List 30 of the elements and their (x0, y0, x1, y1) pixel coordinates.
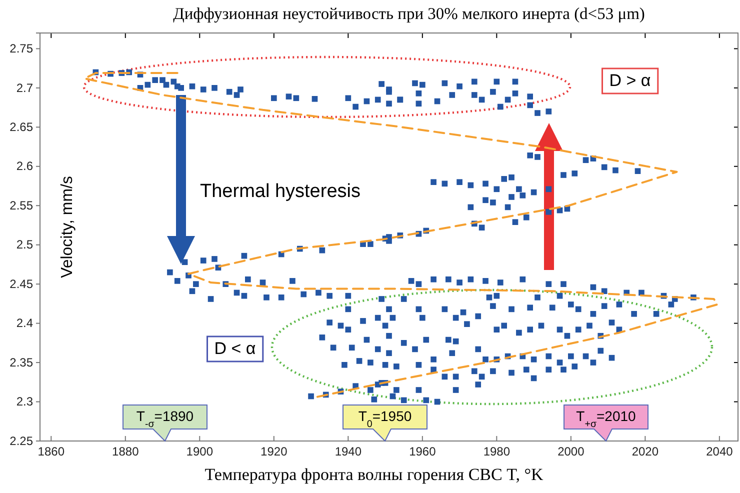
annotation: T$_{-σ}$=1890 (136, 408, 194, 430)
x-tick-label: 2020 (632, 444, 659, 459)
y-tick-label: 2.75 (10, 42, 34, 56)
y-tick-label: 2.65 (10, 120, 34, 134)
y-tick-label: 2.55 (10, 198, 34, 212)
x-axis-title: Температура фронта волны горения СВС T, °K (204, 465, 544, 484)
x-tick-label: 1960 (409, 444, 436, 459)
y-tick-label: 2.3 (16, 394, 34, 409)
y-tick-label: 2.7 (16, 80, 34, 95)
y-tick-label: 2.4 (16, 316, 34, 330)
annotation: T$_{0}$=1950 (358, 408, 412, 430)
x-tick-label: 1880 (112, 444, 140, 459)
y-tick-label: 2.45 (10, 276, 34, 291)
x-tick-label: 1900 (186, 444, 214, 459)
annotation: Thermal hysteresis (200, 181, 360, 202)
x-tick-label: 1920 (260, 444, 288, 459)
x-tick-label: 1860 (38, 444, 65, 459)
x-tick-label: 2040 (706, 444, 734, 459)
x-tick-label: 2000 (558, 444, 585, 459)
y-tick-label: 2.35 (10, 355, 34, 370)
y-tick-label: 2.6 (16, 159, 34, 174)
chart-title: Диффузионная неустойчивость при 30% мелкого инерта (d<53 μm) (173, 4, 645, 23)
y-axis-title: Velocity, mm/s (59, 176, 76, 278)
annotation: D > α (609, 71, 651, 90)
x-tick-label: 1940 (334, 444, 362, 459)
y-tick-label: 2.5 (16, 238, 34, 252)
x-tick-label: 1980 (483, 444, 510, 459)
annotation: D < α (214, 339, 256, 358)
annotation: T$_{+σ}$=2010 (576, 408, 636, 430)
y-tick-label: 2.25 (10, 434, 34, 448)
